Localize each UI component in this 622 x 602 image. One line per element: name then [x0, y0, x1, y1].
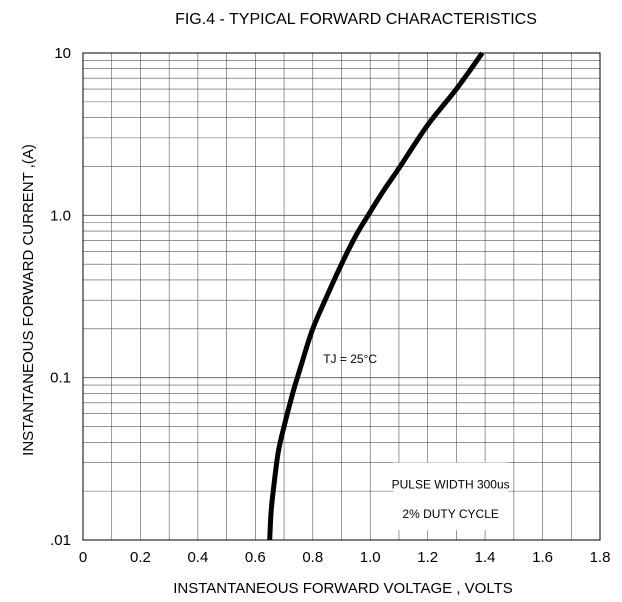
chart-title: FIG.4 - TYPICAL FORWARD CHARACTERISTICS	[175, 11, 537, 28]
y-tick-label: 10	[54, 45, 71, 62]
x-tick-label: 1.0	[360, 549, 381, 566]
annotations: TJ = 25°C PULSE WIDTH 300us 2% DUTY CYCLE	[323, 352, 509, 521]
x-tick-label: 0.8	[302, 549, 323, 566]
x-tick-label: 1.6	[532, 549, 553, 566]
pulse-note-background	[393, 462, 509, 531]
y-tick-label: 0.1	[50, 370, 71, 387]
x-tick-label: 1.2	[417, 549, 438, 566]
x-axis-label: INSTANTANEOUS FORWARD VOLTAGE , VOLTS	[173, 580, 513, 597]
y-tick-label: .01	[50, 532, 71, 549]
x-tick-label: 0.6	[245, 549, 266, 566]
y-axis-label: INSTANTANEOUS FORWARD CURRENT ,(A)	[20, 144, 37, 456]
y-tick-label: 1.0	[50, 207, 71, 224]
x-tick-label: 0.4	[187, 549, 208, 566]
x-tick-label: 1.8	[590, 549, 611, 566]
plot-frame	[82, 52, 601, 541]
x-tick-labels: 0 0.2 0.4 0.6 0.8 1.0 1.2 1.4 1.6 1.8	[79, 549, 611, 566]
pulse-note-line: 2% DUTY CYCLE	[402, 507, 498, 521]
grid	[83, 53, 600, 540]
series-layer	[267, 51, 485, 541]
y-tick-labels: .01 0.1 1.0 10	[50, 45, 71, 549]
x-tick-label: 0.2	[130, 549, 151, 566]
forward-current-curve	[267, 51, 485, 541]
pulse-note-line: PULSE WIDTH 300us	[392, 477, 510, 491]
x-tick-label: 1.4	[475, 549, 496, 566]
x-tick-label: 0	[79, 549, 87, 566]
temperature-annotation: TJ = 25°C	[323, 352, 377, 366]
pulse-note-box	[393, 462, 509, 531]
